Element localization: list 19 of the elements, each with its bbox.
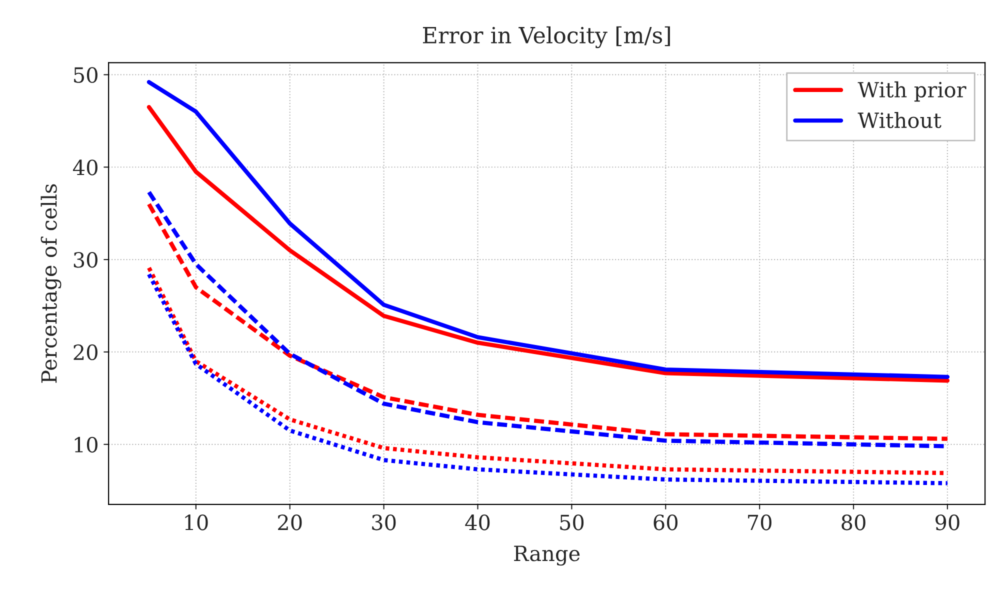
y-tick-label: 30 bbox=[74, 252, 98, 268]
y-tick-label: 40 bbox=[72, 160, 98, 176]
y-axis-title: Percentage of cells bbox=[40, 184, 62, 383]
x-tick-label: 30 bbox=[372, 514, 396, 530]
x-tick-label: 10 bbox=[185, 514, 208, 530]
chart-title: Error in Velocity [m/s] bbox=[422, 26, 670, 48]
x-tick-label: 70 bbox=[748, 514, 772, 530]
y-tick-label: 50 bbox=[74, 67, 98, 83]
y-tick-label: 10 bbox=[74, 436, 98, 453]
x-tick-label: 90 bbox=[936, 514, 960, 530]
legend-label: Without bbox=[858, 112, 942, 128]
y-tick-label: 20 bbox=[74, 344, 98, 360]
x-tick-label: 40 bbox=[465, 514, 490, 530]
legend-label: With prior bbox=[858, 81, 966, 102]
x-axis-title: Range bbox=[514, 546, 580, 566]
x-tick-label: 50 bbox=[560, 514, 584, 530]
x-tick-label: 80 bbox=[842, 514, 866, 530]
x-tick-label: 60 bbox=[654, 514, 678, 530]
x-tick-label: 20 bbox=[278, 514, 302, 530]
